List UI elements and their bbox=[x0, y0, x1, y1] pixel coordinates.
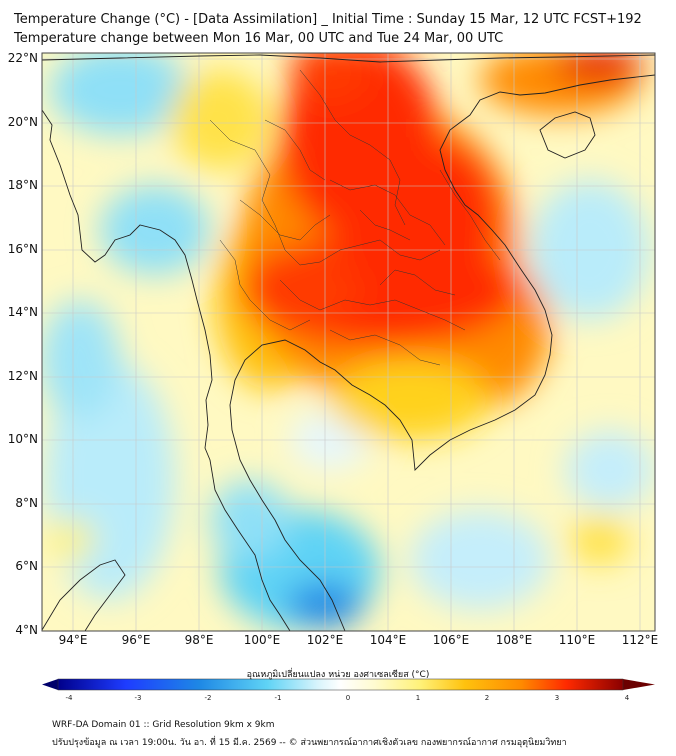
colorbar-tick: 0 bbox=[345, 694, 351, 702]
cold-blob-peninsula bbox=[210, 480, 290, 560]
warm-blob-south bbox=[330, 360, 490, 440]
cold-blob-gulf-south bbox=[410, 510, 550, 610]
colorbar-frame bbox=[57, 678, 624, 691]
lat-label-22: 22°N bbox=[7, 51, 38, 65]
hot-core-west bbox=[240, 250, 360, 330]
coast-bay-of-bengal bbox=[42, 109, 291, 631]
colorbar-right-arrow bbox=[623, 679, 655, 690]
coast-gulf-of-thailand bbox=[229, 74, 655, 631]
colorbar-tick: 3 bbox=[554, 694, 560, 702]
colorbar-left-arrow bbox=[42, 679, 58, 690]
cold-blob-bay bbox=[100, 185, 210, 275]
colorbar-tick: 2 bbox=[484, 694, 490, 702]
colorbar-tick: -1 bbox=[274, 694, 282, 702]
lon-label-94: 94°E bbox=[58, 633, 88, 647]
coast-north-border bbox=[42, 54, 655, 63]
hot-core-east bbox=[380, 140, 500, 300]
lat-label-12: 12°N bbox=[7, 369, 38, 383]
lat-label-20: 20°N bbox=[7, 115, 38, 129]
colorbar-tick: -4 bbox=[65, 694, 73, 702]
footer-model-info: WRF-DA Domain 01 :: Grid Resolution 9km … bbox=[52, 720, 275, 730]
colorbar-tick: 4 bbox=[624, 694, 630, 702]
lon-label-100: 100°E bbox=[243, 633, 281, 647]
warm-spot-west-sea bbox=[45, 520, 95, 560]
coast-hainan bbox=[539, 111, 596, 159]
lon-label-106: 106°E bbox=[432, 633, 470, 647]
hot-core-south-china bbox=[555, 53, 645, 83]
lon-label-108: 108°E bbox=[495, 633, 533, 647]
lon-label-96: 96°E bbox=[121, 633, 151, 647]
lat-label-18: 18°N bbox=[7, 178, 38, 192]
lon-label-112: 112°E bbox=[621, 633, 659, 647]
warm-blob-myanmar bbox=[170, 70, 270, 170]
colorbar bbox=[42, 678, 655, 691]
map-frame bbox=[41, 52, 656, 632]
colorbar-tick: 1 bbox=[415, 694, 421, 702]
lat-label-14: 14°N bbox=[7, 305, 38, 319]
lon-label-104: 104°E bbox=[369, 633, 407, 647]
lat-label-6: 6°N bbox=[15, 559, 38, 573]
lon-label-98: 98°E bbox=[184, 633, 214, 647]
temperature-map bbox=[41, 52, 656, 691]
grid bbox=[42, 53, 655, 631]
colorbar-title: อุณหภูมิเปลี่ยนแปลง หน่วย องศาเซลเซียส (… bbox=[246, 670, 430, 680]
chart-subtitle: Temperature change between Mon 16 Mar, 0… bbox=[14, 31, 504, 46]
lat-label-16: 16°N bbox=[7, 242, 38, 256]
footer-credits: ปรับปรุงข้อมูล ณ เวลา 19:00น. วัน อา. ที… bbox=[52, 738, 567, 748]
chart-title: Temperature Change (°C) - [Data Assimila… bbox=[14, 12, 642, 27]
cold-blob-north-west bbox=[50, 53, 190, 135]
coast-sumatra bbox=[42, 559, 126, 631]
warm-spot-borneo bbox=[570, 515, 630, 565]
hot-core-north bbox=[290, 53, 370, 100]
colorbar-tick: -3 bbox=[134, 694, 142, 702]
lon-label-102: 102°E bbox=[306, 633, 344, 647]
colorbar-gradient bbox=[58, 679, 623, 690]
lat-label-4: 4°N bbox=[15, 623, 38, 637]
province-borders bbox=[209, 69, 501, 366]
cold-blob-west bbox=[42, 300, 120, 420]
lon-label-110: 110°E bbox=[558, 633, 596, 647]
colorbar-tick: -2 bbox=[204, 694, 212, 702]
lat-label-10: 10°N bbox=[7, 432, 38, 446]
cold-blob-scs-south bbox=[565, 430, 655, 510]
heat-field bbox=[42, 53, 655, 631]
coastlines bbox=[42, 54, 655, 631]
lat-label-8: 8°N bbox=[15, 496, 38, 510]
